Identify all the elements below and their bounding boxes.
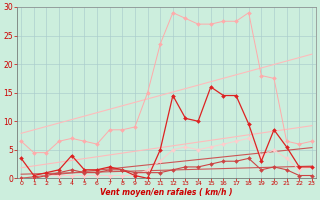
X-axis label: Vent moyen/en rafales ( km/h ): Vent moyen/en rafales ( km/h ) <box>100 188 233 197</box>
